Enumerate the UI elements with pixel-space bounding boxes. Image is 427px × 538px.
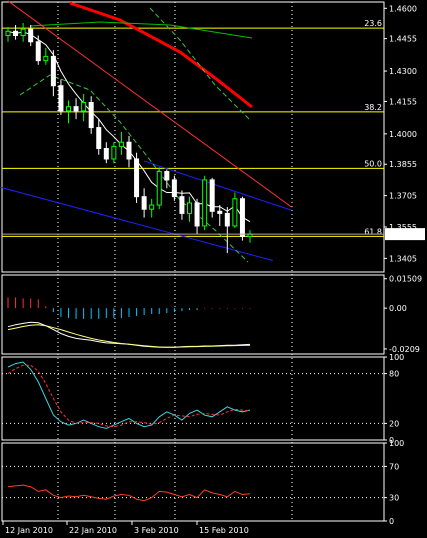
bb-upper-band <box>149 7 251 121</box>
candle-body <box>50 55 56 87</box>
price-tick-label: 1.3705 <box>389 192 417 201</box>
price-tick-label: 1.4000 <box>389 130 417 139</box>
rsi-line <box>7 484 251 502</box>
macd-tick-label: 0.00 <box>389 304 407 313</box>
stoch-tick-label: 20 <box>389 419 399 428</box>
candle-body <box>156 171 162 206</box>
rsi-tick-label: 100 <box>389 439 404 448</box>
candle-body <box>171 179 177 198</box>
candle-body <box>164 171 170 181</box>
price-tick-label: 1.4455 <box>389 35 417 44</box>
rsi-tick-label: 70 <box>389 462 399 471</box>
price-tick-label: 1.3405 <box>389 254 417 263</box>
price-tick-label: 1.4300 <box>389 67 417 76</box>
candle-body <box>149 204 155 210</box>
candle-body <box>118 141 124 147</box>
fib-level-label: 23.6 <box>364 19 382 28</box>
panel-frame-3 <box>1 442 385 522</box>
candle-body <box>126 141 132 160</box>
candle-body <box>187 202 192 214</box>
macd-signal-line <box>7 324 251 348</box>
fib-level-label: 50.0 <box>364 159 382 168</box>
fib-level-label: 38.2 <box>364 103 382 112</box>
panel-frame-2 <box>1 356 385 441</box>
candle-body <box>73 106 79 112</box>
candle-body <box>66 106 71 112</box>
candle-body <box>239 198 245 237</box>
stoch-tick-label: 80 <box>389 370 399 379</box>
current-price-label: 1.3521 <box>388 230 416 239</box>
candle-body <box>43 55 49 62</box>
fib-level-label: 61.8 <box>364 227 382 236</box>
stoch-main-line <box>7 361 251 429</box>
candle-body <box>96 127 102 150</box>
candle-body <box>5 30 11 36</box>
stoch-tick-label: 100 <box>389 353 404 362</box>
current-price-box <box>385 228 425 241</box>
bb-lower-band <box>19 74 249 263</box>
candle-body <box>202 179 208 227</box>
rsi-tick-label: 0 <box>389 517 394 526</box>
candle-body <box>232 198 238 227</box>
candle-body <box>88 101 94 129</box>
macd-tick-label: -0.0209 <box>389 345 420 354</box>
candle-body <box>20 28 26 36</box>
candle-body <box>103 148 109 160</box>
candle-body <box>134 158 140 198</box>
candle-body <box>13 30 19 36</box>
x-tick-label: 22 Jan 2010 <box>69 526 117 535</box>
panel-frame-1 <box>1 274 385 355</box>
candle-body <box>58 85 64 112</box>
x-tick-label: 15 Feb 2010 <box>199 526 249 535</box>
rsi-tick-label: 30 <box>389 494 399 503</box>
candle-body <box>179 196 185 214</box>
candle-body <box>224 212 230 227</box>
ma-green-long-line <box>29 21 253 39</box>
candle-body <box>28 28 34 43</box>
macd-tick-label: 0.01509 <box>389 275 422 284</box>
price-tick-label: 1.3555 <box>389 223 417 232</box>
ma-red-slow-line <box>69 1 253 109</box>
x-tick-label: 3 Feb 2010 <box>134 526 179 535</box>
panel-frame-0 <box>1 1 385 273</box>
candle-body <box>217 210 223 214</box>
trend-line-blue-upper <box>143 160 292 211</box>
price-tick-label: 1.3855 <box>389 160 417 169</box>
trend-line-red <box>7 0 292 208</box>
candle-body <box>35 41 41 62</box>
candle-body <box>81 101 87 112</box>
candle-body <box>141 196 147 210</box>
x-tick-label: 12 Jan 2010 <box>5 526 53 535</box>
stoch-tick-label: 0 <box>389 436 394 445</box>
price-tick-label: 1.4600 <box>389 4 417 13</box>
candle-body <box>209 179 215 212</box>
candle-body <box>194 202 200 227</box>
price-tick-label: 1.4155 <box>389 97 417 106</box>
candle-body <box>111 145 117 160</box>
